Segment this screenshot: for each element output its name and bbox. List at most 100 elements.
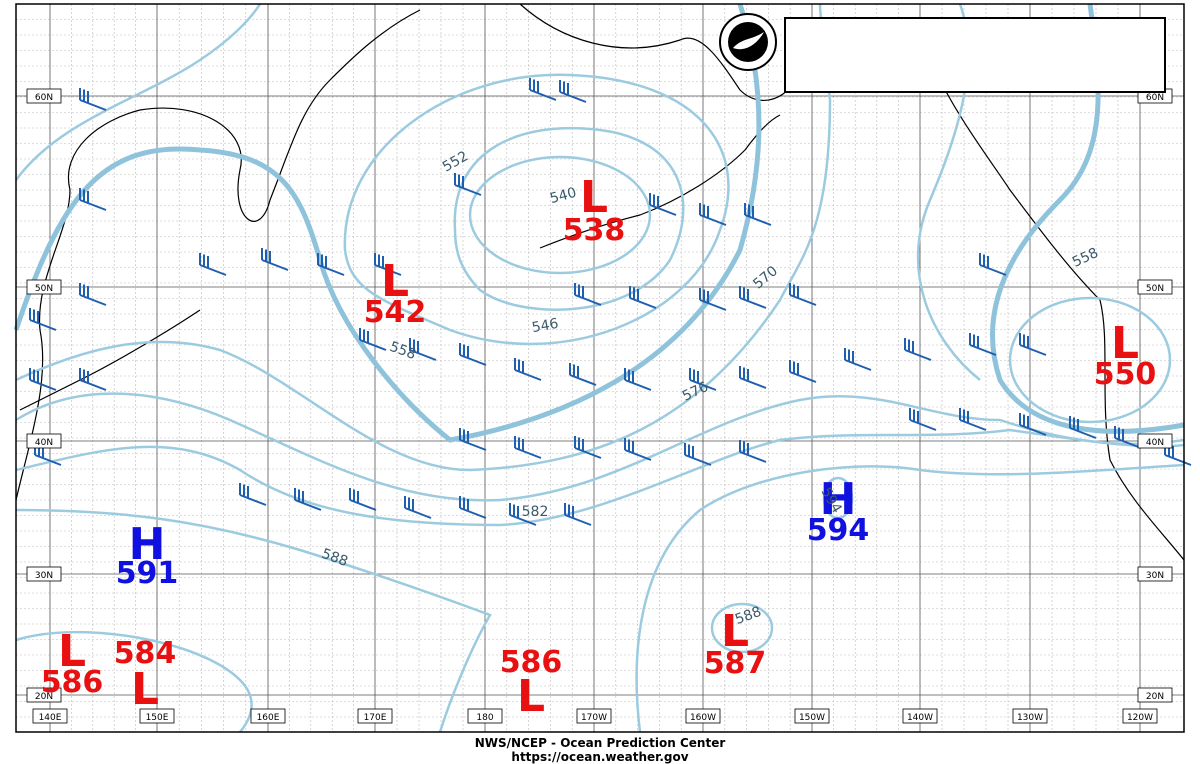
label-box — [1122, 708, 1158, 724]
label-box — [1012, 708, 1048, 724]
barb-shaft — [29, 319, 57, 331]
coastline — [19, 309, 201, 411]
label-box — [794, 708, 830, 724]
barb-shaft — [349, 499, 377, 511]
grid-label: 120W — [1127, 713, 1153, 723]
barb-shaft — [699, 214, 727, 226]
grid-label: 40N — [35, 438, 53, 448]
barb-shaft — [239, 494, 267, 506]
center-letter: H — [129, 519, 166, 570]
contour — [343, 73, 730, 346]
barb-shaft — [1019, 344, 1047, 356]
barb-shaft — [1019, 424, 1047, 436]
grid-label: 20N — [35, 692, 53, 702]
barb-shaft — [979, 264, 1007, 276]
barb-shaft — [564, 514, 592, 526]
label-box — [26, 279, 62, 295]
barb-shaft — [744, 214, 772, 226]
barb-shaft — [559, 91, 587, 103]
noaa-logo — [719, 13, 777, 71]
coastline — [939, 79, 1185, 561]
barb-shaft — [79, 99, 107, 111]
grid-label: 150W — [799, 713, 825, 723]
barb-shaft — [904, 349, 932, 361]
coastline — [15, 9, 421, 501]
grid-label: 130W — [1017, 713, 1043, 723]
label-box — [26, 687, 62, 703]
center-letter: L — [721, 606, 749, 657]
label-box — [902, 708, 938, 724]
barb-shaft — [404, 507, 432, 519]
grid-label: 170E — [364, 713, 387, 723]
grid-label: 180 — [476, 713, 493, 723]
center-letter: L — [1111, 318, 1139, 369]
barb-shaft — [624, 379, 652, 391]
contour — [822, 476, 854, 520]
contour — [635, 463, 1185, 733]
center-value: 587 — [704, 646, 767, 681]
label-box — [357, 708, 393, 724]
barb-shaft — [359, 339, 387, 351]
grid-label: 40N — [1146, 438, 1164, 448]
grid-label: 140E — [39, 713, 62, 723]
barb-shaft — [459, 439, 487, 451]
contour-label: 540 — [548, 185, 578, 207]
barb-shaft — [569, 374, 597, 386]
barb-shaft — [574, 447, 602, 459]
center-letter: L — [58, 626, 86, 677]
map-frame — [15, 3, 1185, 733]
barb-shaft — [574, 294, 602, 306]
barb-shaft — [909, 419, 937, 431]
barb-shaft — [459, 507, 487, 519]
label-box — [467, 708, 503, 724]
center-value: 550 — [1094, 357, 1157, 392]
barb-shaft — [514, 447, 542, 459]
contour — [1008, 296, 1172, 424]
barb-shaft — [79, 379, 107, 391]
barb-shaft — [529, 89, 557, 101]
contour — [15, 392, 1185, 502]
center-letter: L — [131, 664, 159, 715]
barb-shaft — [374, 264, 402, 276]
center-value: 586 — [500, 645, 563, 680]
label-box — [1137, 279, 1173, 295]
center-letter: L — [381, 256, 409, 307]
barb-shaft — [699, 299, 727, 311]
contour — [710, 602, 774, 654]
grid-label: 60N — [35, 93, 53, 103]
center-value: 591 — [116, 556, 179, 591]
label-box — [250, 708, 286, 724]
center-value: 542 — [364, 295, 427, 330]
grid-label: 160W — [690, 713, 716, 723]
center-value: 584 — [114, 636, 177, 671]
footer-line: https://ocean.weather.gov — [511, 750, 688, 764]
coastline — [519, 3, 801, 101]
contour — [15, 3, 832, 472]
grid-label: 30N — [1146, 571, 1164, 581]
barb-shaft — [79, 294, 107, 306]
barb-shaft — [459, 354, 487, 366]
center-letter: H — [820, 474, 857, 525]
contour — [14, 3, 262, 181]
grid-label: 140W — [907, 713, 933, 723]
label-box — [1137, 687, 1173, 703]
label-box — [139, 708, 175, 724]
contour — [990, 3, 1185, 434]
center-letter: L — [580, 172, 608, 223]
barb-shaft — [689, 379, 717, 391]
barb-shaft — [739, 451, 767, 463]
grid-label: 30N — [35, 571, 53, 581]
barb-shaft — [409, 349, 437, 361]
barb-shaft — [1069, 427, 1097, 439]
center-letter: L — [517, 671, 545, 722]
grid-label: 150E — [146, 713, 169, 723]
barb-shaft — [199, 264, 227, 276]
label-box — [1137, 433, 1173, 449]
barb-shaft — [739, 377, 767, 389]
footer-line: NWS/NCEP - Ocean Prediction Center — [475, 736, 726, 750]
contour — [13, 3, 762, 443]
barb-shaft — [454, 184, 482, 196]
grid-label: 20N — [1146, 692, 1164, 702]
contour-label: 546 — [531, 316, 560, 336]
